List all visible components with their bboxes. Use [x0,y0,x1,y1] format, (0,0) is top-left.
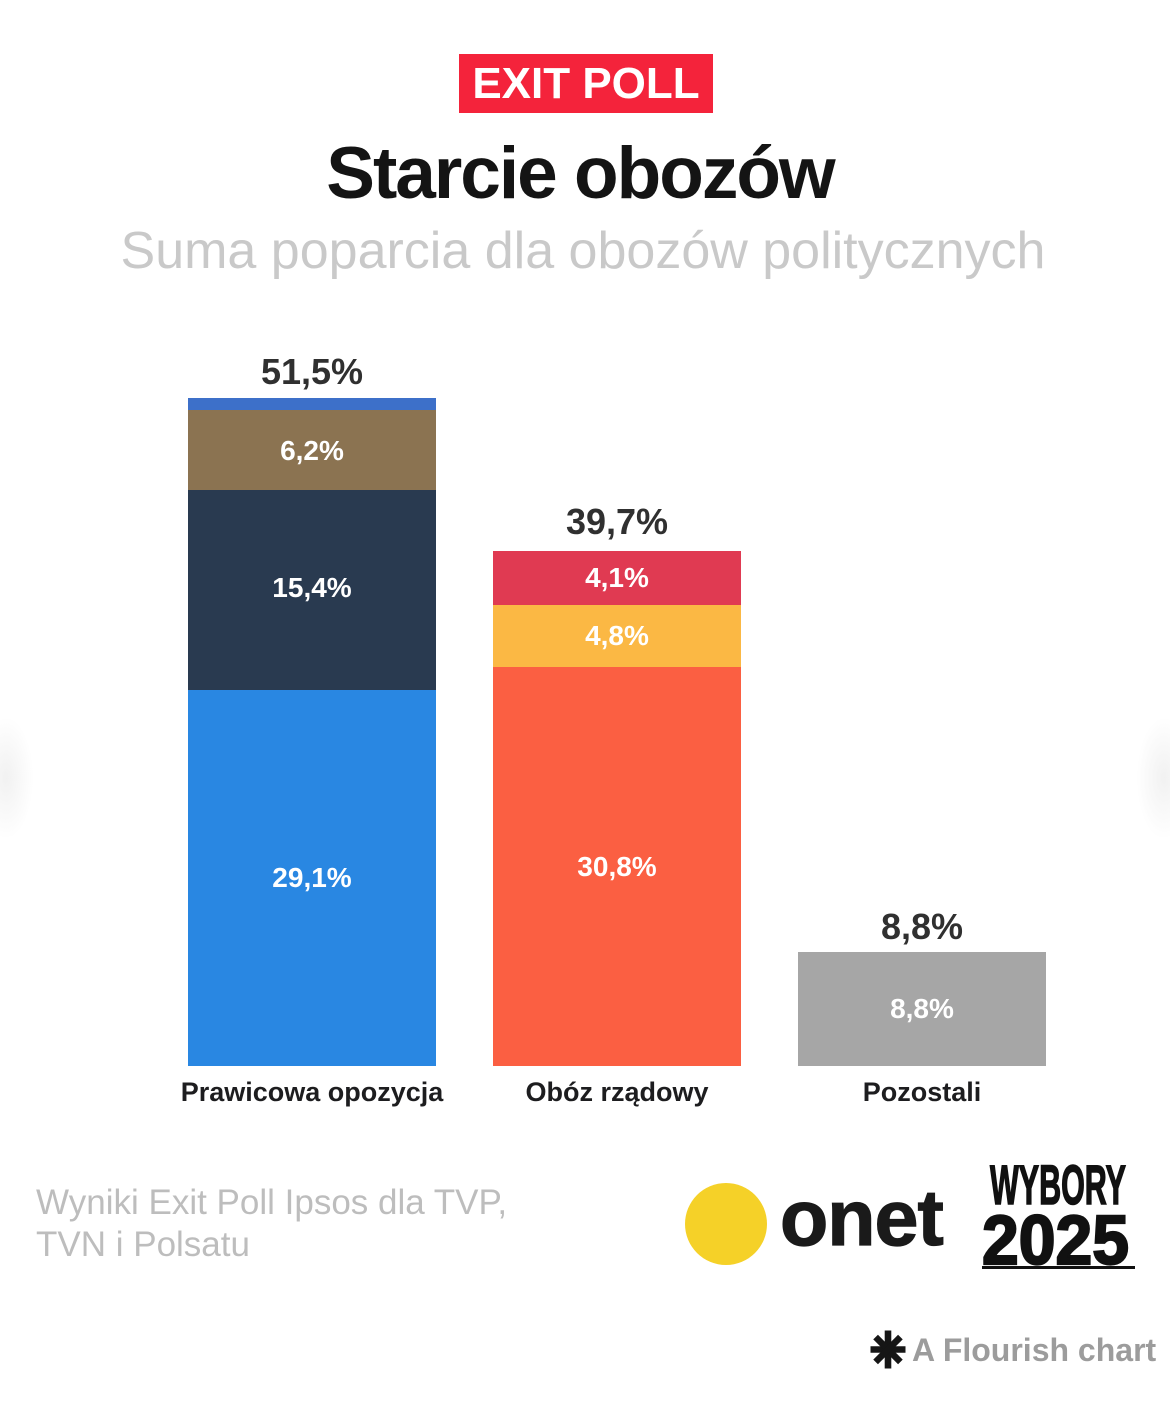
svg-text:onet: onet [780,1178,943,1262]
svg-text:A Flourish chart: A Flourish chart [912,1332,1157,1368]
svg-text:WYBORY: WYBORY [990,1155,1126,1216]
svg-text:2025: 2025 [982,1201,1129,1275]
